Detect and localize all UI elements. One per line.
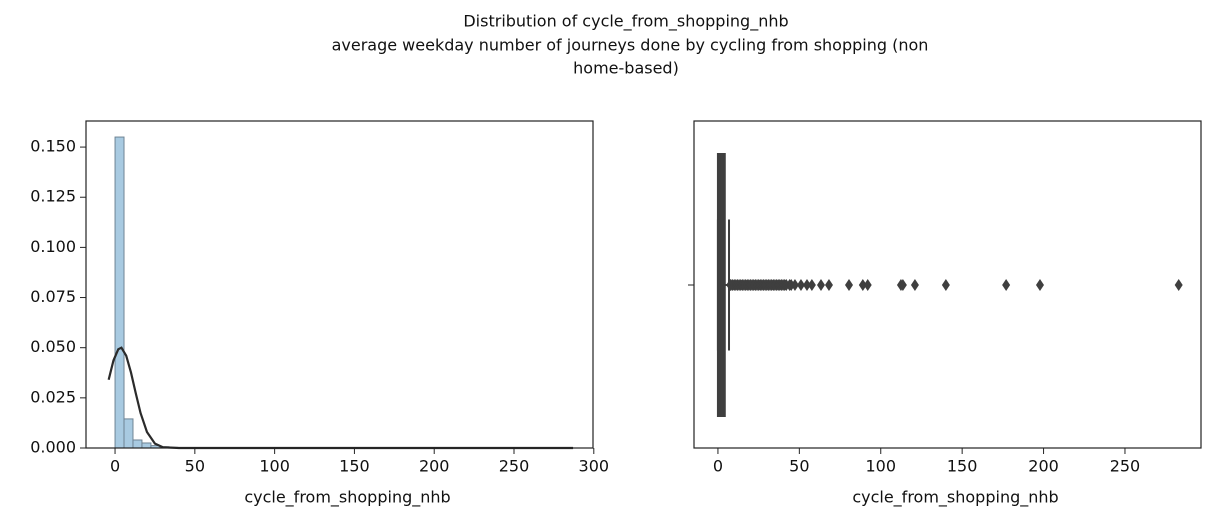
x-tick-label: 0 [713, 457, 723, 476]
title-line: home-based) [573, 59, 679, 78]
histogram-bar [123, 418, 134, 449]
y-tick-label: 0.025 [30, 387, 76, 406]
kde-line [107, 346, 574, 450]
x-tick-label: 50 [185, 457, 205, 476]
x-tick-label: 250 [1110, 457, 1141, 476]
title-line: average weekday number of journeys done … [332, 36, 929, 55]
outlier [807, 279, 816, 291]
outlier [824, 279, 833, 291]
outlier [910, 279, 919, 291]
y-tick-label: 0.100 [30, 237, 76, 256]
outlier [844, 279, 853, 291]
y-tick-label: 0.050 [30, 337, 76, 356]
outlier [816, 279, 825, 291]
x-axis-label: cycle_from_shopping_nhb [244, 488, 450, 508]
x-tick-label: 200 [419, 457, 450, 476]
outlier [1035, 279, 1044, 291]
x-tick-label: 200 [1028, 457, 1059, 476]
y-tick-label: 0.150 [30, 137, 76, 156]
outlier [802, 279, 811, 291]
outlier [941, 279, 950, 291]
title-line: Distribution of cycle_from_shopping_nhb [463, 12, 788, 32]
outlier [790, 279, 799, 291]
x-tick-label: 100 [259, 457, 290, 476]
x-tick-label: 50 [789, 457, 809, 476]
plot-frame [85, 120, 594, 449]
outlier [1174, 279, 1183, 291]
y-tick-label: 0.000 [30, 438, 76, 457]
outlier [796, 279, 805, 291]
x-tick-label: 100 [865, 457, 896, 476]
outlier [863, 279, 872, 291]
x-axis-label: cycle_from_shopping_nhb [852, 488, 1058, 508]
outlier [1002, 279, 1011, 291]
y-tick-label: 0.075 [30, 287, 76, 306]
x-tick-label: 300 [579, 457, 610, 476]
y-tick-label: 0.125 [30, 187, 76, 206]
x-tick-label: 0 [110, 457, 120, 476]
histogram-bar [114, 136, 125, 449]
histogram-bar [132, 439, 143, 449]
outlier [898, 279, 907, 291]
x-tick-label: 150 [339, 457, 370, 476]
plot-frame [693, 120, 1202, 449]
histogram-bar [141, 442, 152, 449]
x-tick-label: 150 [947, 457, 978, 476]
outlier [858, 279, 867, 291]
box [716, 153, 726, 417]
x-tick-label: 250 [499, 457, 530, 476]
